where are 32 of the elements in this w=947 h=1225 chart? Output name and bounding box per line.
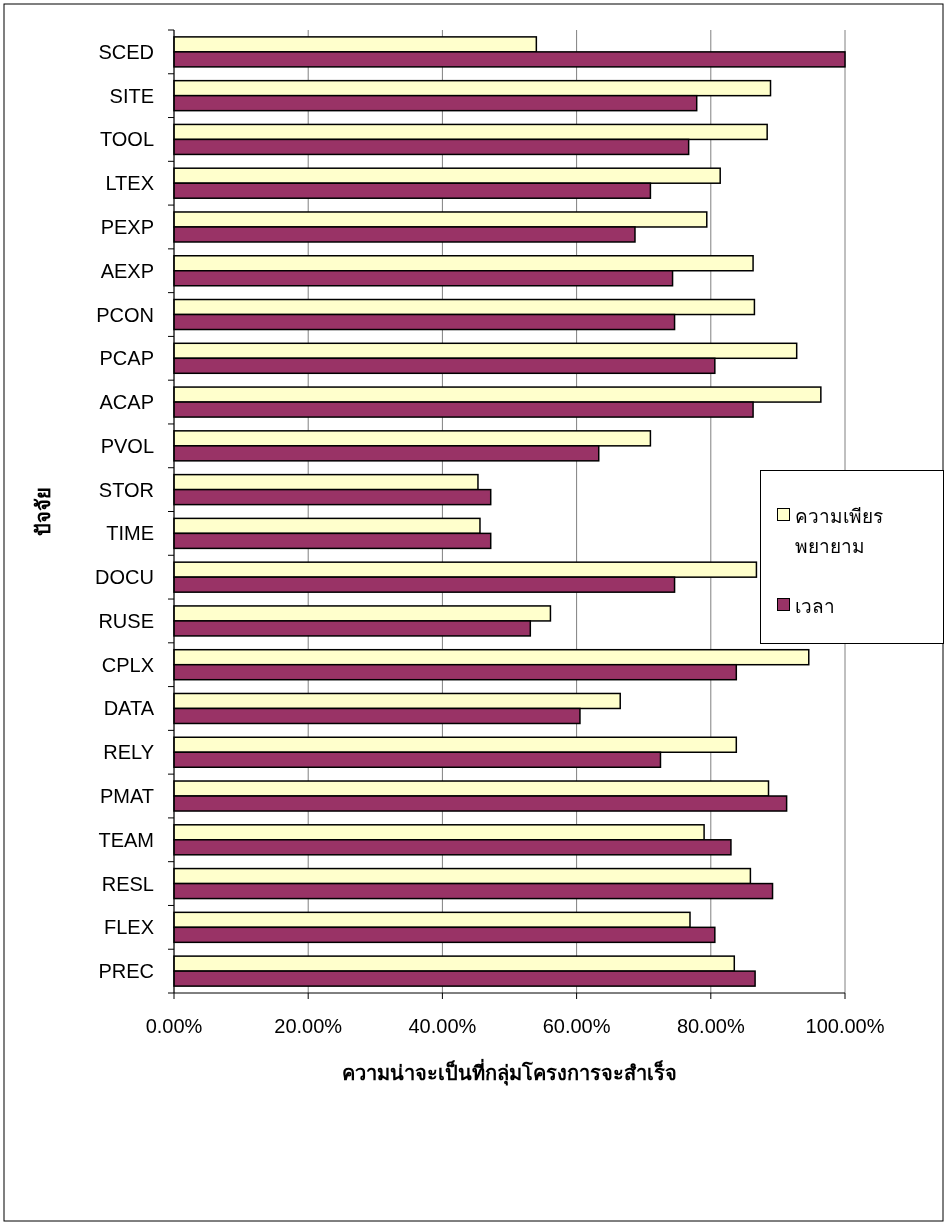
y-tick-label: TOOL — [99, 128, 154, 151]
legend-label: ความเพียรพยายาม — [795, 505, 884, 559]
x-axis-title: ความน่าจะเป็นที่กลุ่มโครงการจะสำเร็จ — [342, 1058, 677, 1086]
y-tick-label: RUSE — [98, 609, 154, 632]
x-tick-label: 60.00% — [542, 1015, 611, 1037]
y-tick-label: DATA — [103, 697, 155, 720]
x-tick-label: 100.00% — [805, 1015, 885, 1037]
y-tick-label: ACAP — [99, 391, 154, 414]
y-tick-label: STOR — [98, 478, 154, 501]
y-tick-label: FLEX — [103, 916, 154, 939]
y-tick-label: CPLX — [101, 653, 154, 676]
y-tick-label: AEXP — [100, 259, 154, 282]
y-tick-label: PVOL — [100, 434, 154, 457]
y-tick-label: TIME — [106, 522, 154, 545]
y-tick-label: LTEX — [105, 172, 154, 195]
y-tick-label: TEAM — [98, 828, 154, 851]
y-tick-label: RESL — [101, 872, 154, 895]
y-tick-label: PREC — [98, 960, 154, 983]
y-tick-label: DOCU — [95, 566, 154, 589]
x-tick-label: 80.00% — [676, 1015, 745, 1037]
x-tick-label: 20.00% — [274, 1015, 343, 1037]
y-tick-label: PMAT — [99, 785, 154, 808]
x-tick-label: 40.00% — [408, 1015, 477, 1037]
x-tick-label: 0.00% — [145, 1015, 203, 1037]
legend-label: เวลา — [795, 595, 835, 619]
y-tick-label: RELY — [103, 741, 154, 764]
y-tick-label: PCAP — [99, 347, 154, 370]
y-axis-title: ปัจจัย — [32, 487, 54, 536]
y-tick-label: PEXP — [100, 215, 154, 238]
y-tick-label: SITE — [109, 84, 154, 107]
y-tick-label: PCON — [96, 303, 154, 326]
y-tick-label: SCED — [98, 40, 154, 63]
